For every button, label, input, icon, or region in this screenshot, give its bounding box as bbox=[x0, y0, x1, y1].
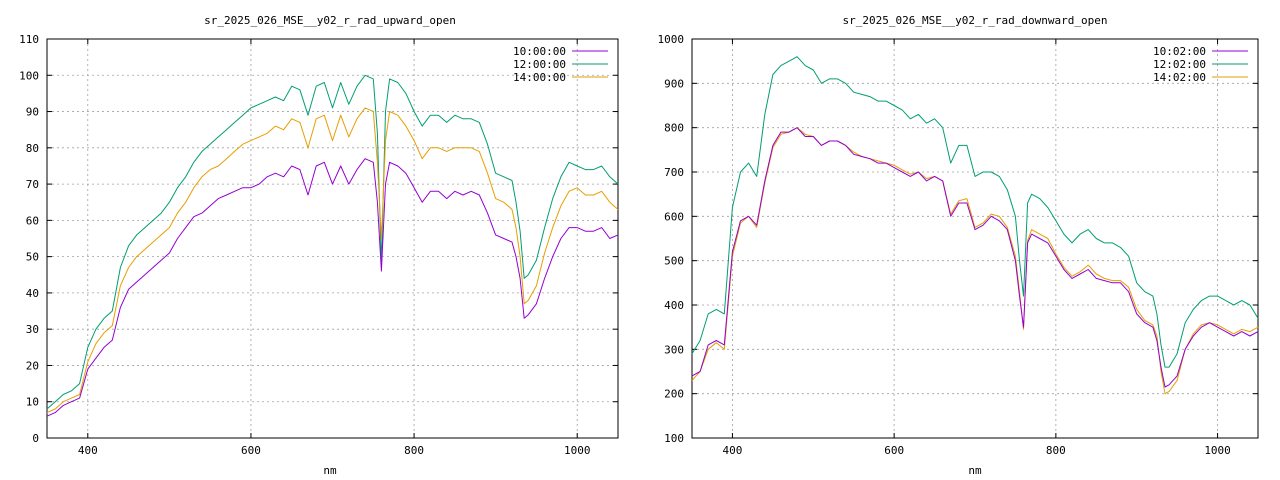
y-tick-label: 200 bbox=[664, 388, 684, 401]
x-tick-label: 800 bbox=[1046, 444, 1066, 457]
legend-label: 12:02:00 bbox=[1153, 58, 1206, 71]
y-tick-label: 900 bbox=[664, 77, 684, 90]
legend-label: 10:00:00 bbox=[513, 45, 566, 58]
series-line-140000 bbox=[46, 107, 619, 414]
y-tick-label: 60 bbox=[26, 214, 39, 227]
plot-frame bbox=[691, 38, 1259, 439]
y-tick-label: 1000 bbox=[658, 33, 685, 46]
y-tick-label: 80 bbox=[26, 142, 39, 155]
y-tick-label: 500 bbox=[664, 255, 684, 268]
y-tick-label: 110 bbox=[19, 33, 39, 46]
legend-label: 14:00:00 bbox=[513, 71, 566, 84]
y-tick-label: 400 bbox=[664, 299, 684, 312]
y-tick-label: 10 bbox=[26, 396, 39, 409]
series-line-120200 bbox=[691, 56, 1259, 368]
x-axis-label: nm bbox=[968, 464, 982, 477]
legend-label: 14:02:00 bbox=[1153, 71, 1206, 84]
legend-label: 10:02:00 bbox=[1153, 45, 1206, 58]
x-tick-label: 400 bbox=[78, 444, 98, 457]
series-line-100200 bbox=[691, 127, 1259, 388]
chart-title: sr_2025_026_MSE__y02_r_rad_downward_open bbox=[843, 14, 1108, 27]
legend-label: 12:00:00 bbox=[513, 58, 566, 71]
y-tick-label: 70 bbox=[26, 178, 39, 191]
y-tick-label: 30 bbox=[26, 323, 39, 336]
y-tick-label: 20 bbox=[26, 359, 39, 372]
y-tick-label: 0 bbox=[32, 432, 39, 445]
x-tick-label: 800 bbox=[404, 444, 424, 457]
x-axis-label: nm bbox=[323, 464, 337, 477]
y-tick-label: 600 bbox=[664, 210, 684, 223]
series-line-120000 bbox=[46, 74, 619, 410]
y-tick-label: 800 bbox=[664, 122, 684, 135]
series-line-100000 bbox=[46, 158, 619, 417]
chart-title: sr_2025_026_MSE__y02_r_rad_upward_open bbox=[204, 14, 456, 27]
upward-radiance-chart: sr_2025_026_MSE__y02_r_rad_upward_open n… bbox=[19, 14, 619, 477]
x-tick-label: 1000 bbox=[564, 444, 591, 457]
x-tick-label: 400 bbox=[722, 444, 742, 457]
y-tick-label: 50 bbox=[26, 251, 39, 264]
y-tick-label: 100 bbox=[664, 432, 684, 445]
plot-frame bbox=[46, 38, 619, 439]
x-tick-label: 600 bbox=[241, 444, 261, 457]
y-tick-label: 100 bbox=[19, 69, 39, 82]
x-tick-label: 1000 bbox=[1204, 444, 1231, 457]
x-tick-label: 600 bbox=[884, 444, 904, 457]
y-tick-label: 90 bbox=[26, 106, 39, 119]
y-tick-label: 300 bbox=[664, 343, 684, 356]
downward-radiance-chart: sr_2025_026_MSE__y02_r_rad_downward_open… bbox=[658, 14, 1259, 477]
y-tick-label: 40 bbox=[26, 287, 39, 300]
y-tick-label: 700 bbox=[664, 166, 684, 179]
